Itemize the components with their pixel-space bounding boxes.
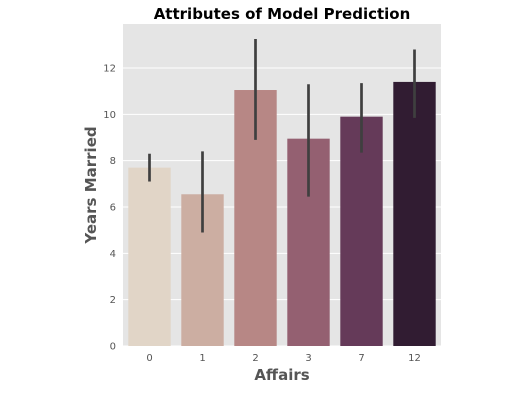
y-tick-label: 12 <box>103 64 116 75</box>
plot-area <box>123 24 441 346</box>
x-tick-label: 12 <box>408 353 421 364</box>
y-tick-labels: 0 2 4 6 8 10 12 <box>103 64 116 353</box>
bar <box>128 167 171 346</box>
bar <box>340 116 383 347</box>
y-tick-label: 10 <box>103 110 116 121</box>
gridlines <box>123 67 441 347</box>
y-tick-label: 0 <box>110 342 116 353</box>
x-tick-label: 7 <box>358 353 364 364</box>
y-tick-label: 8 <box>110 156 116 167</box>
x-tick-label: 1 <box>199 353 205 364</box>
y-tick-label: 6 <box>110 203 116 214</box>
x-tick-label: 0 <box>146 353 152 364</box>
chart-title: Attributes of Model Prediction <box>154 5 411 23</box>
y-tick-label: 4 <box>110 249 116 260</box>
x-axis-label: Affairs <box>254 366 309 384</box>
bar <box>393 81 436 346</box>
x-tick-label: 3 <box>305 353 311 364</box>
y-axis-label: Years Married <box>82 126 100 244</box>
y-tick-label: 2 <box>110 295 116 306</box>
x-tick-labels: 0 1 2 3 7 12 <box>146 353 421 364</box>
x-tick-label: 2 <box>252 353 258 364</box>
error-bars <box>148 39 416 233</box>
bars <box>128 81 436 347</box>
